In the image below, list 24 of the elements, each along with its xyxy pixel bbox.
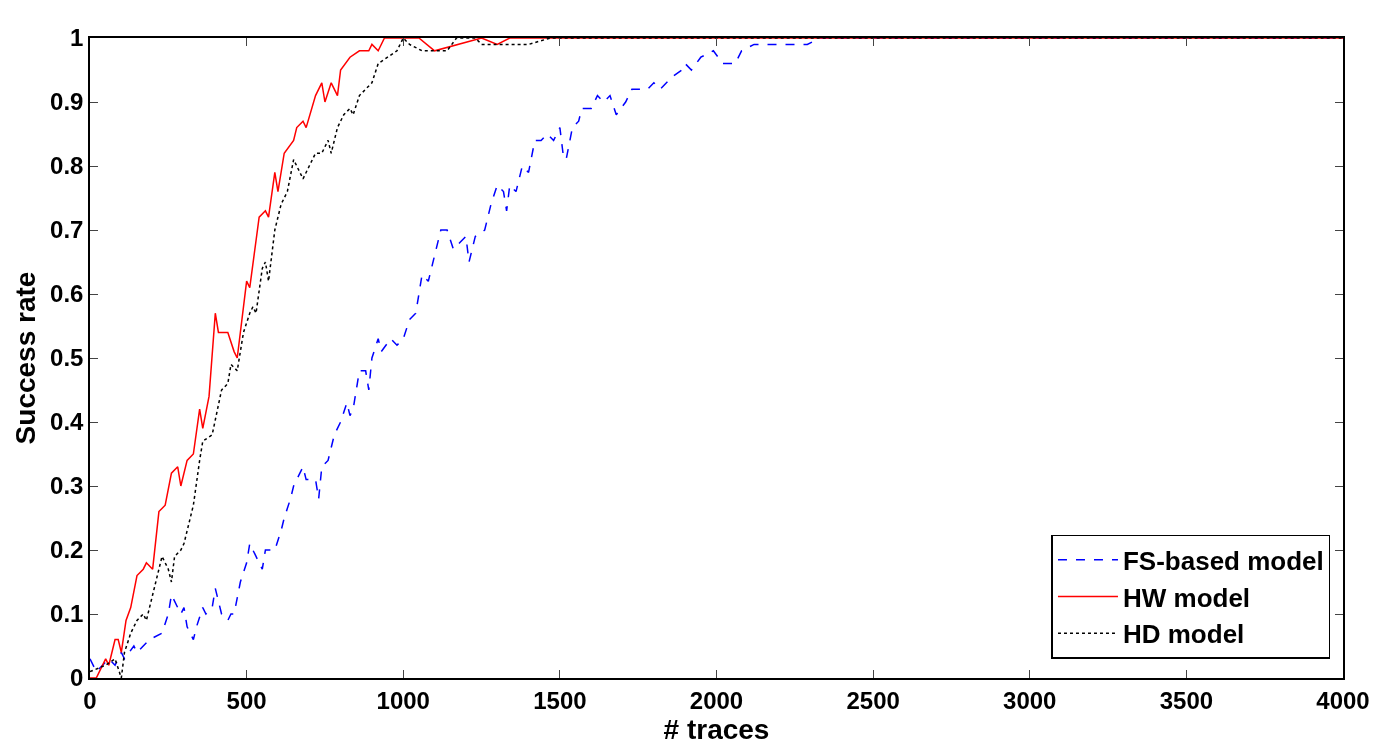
- y-tick-label: 0.4: [50, 408, 85, 436]
- y-tick-label: 1: [70, 24, 84, 52]
- y-tick-label: 0.7: [50, 216, 84, 244]
- x-tick-label: 3500: [1159, 686, 1214, 714]
- y-tick-label: 0.1: [50, 600, 84, 628]
- y-tick-label: 0.8: [50, 152, 84, 180]
- legend-label: HW model: [1122, 582, 1251, 613]
- y-tick-label: 0.3: [50, 472, 84, 500]
- x-tick-label: 500: [226, 686, 267, 714]
- x-axis-title: # traces: [663, 713, 770, 745]
- legend-label: HD model: [1122, 619, 1245, 650]
- y-tick-label: 0.9: [50, 88, 84, 116]
- y-tick-label: 0.6: [50, 280, 84, 308]
- y-axis-title: Success rate: [10, 271, 42, 445]
- x-tick-label: 1500: [533, 686, 587, 714]
- x-tick-label: 4000: [1316, 686, 1370, 714]
- x-tick-label: 2500: [846, 686, 900, 714]
- y-tick-label: 0.5: [50, 344, 84, 372]
- y-tick-label: 0: [70, 664, 84, 692]
- y-tick-label: 0.2: [50, 536, 84, 564]
- x-tick-label: 2000: [689, 686, 744, 714]
- legend-label: FS-based model: [1122, 545, 1324, 576]
- x-tick-label: 3000: [1003, 686, 1057, 714]
- x-tick-label: 1000: [376, 686, 430, 714]
